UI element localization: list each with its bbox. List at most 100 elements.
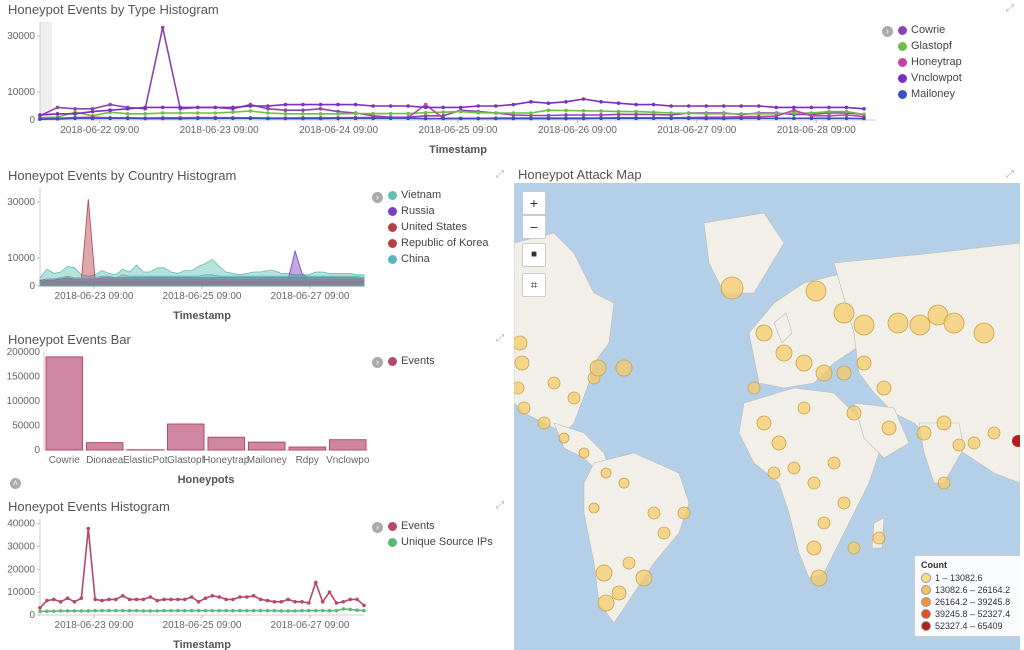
legend-toggle-icon[interactable]: › bbox=[882, 26, 893, 37]
x-tick-label: Cowrie bbox=[49, 455, 81, 466]
data-point bbox=[178, 116, 183, 121]
data-point bbox=[45, 609, 49, 613]
attack-bubble bbox=[647, 506, 661, 520]
x-axis-title: Timestamp bbox=[173, 310, 231, 322]
attack-bubble bbox=[578, 447, 590, 459]
legend-item[interactable]: Republic of Korea bbox=[388, 235, 488, 251]
attack-map[interactable]: + − ■ ⌗ Count 1 – 13082.6 13082.6 – 26164… bbox=[514, 183, 1020, 650]
data-point bbox=[160, 116, 165, 121]
attack-bubble bbox=[810, 569, 828, 587]
legend-label: Events bbox=[401, 520, 435, 532]
legend-toggle-icon[interactable]: › bbox=[372, 357, 383, 368]
collapse-chevron-icon[interactable]: ˄ bbox=[10, 478, 21, 489]
legend-item[interactable]: Cowrie bbox=[898, 22, 962, 38]
legend-item[interactable]: Unique Source IPs bbox=[388, 534, 493, 550]
data-point bbox=[458, 105, 463, 110]
x-tick-label: 2018-06-27 09:00 bbox=[271, 620, 350, 631]
legend-dot-icon bbox=[898, 25, 907, 35]
data-point bbox=[827, 114, 831, 118]
legend-dot-icon bbox=[388, 521, 397, 531]
legend-label: Russia bbox=[401, 205, 435, 217]
series-line-glastopf bbox=[39, 109, 865, 119]
data-point bbox=[327, 590, 332, 594]
zoom-in-button[interactable]: + bbox=[522, 191, 546, 215]
country-histogram-chart: 30000 10000 0 2018-06-23 09:00 2018-06-25 09… bbox=[7, 188, 365, 322]
map-legend-label: 1 – 13082.6 bbox=[935, 573, 983, 583]
y-tick-label: 200000 bbox=[7, 347, 41, 358]
data-point bbox=[38, 606, 42, 610]
attack-bubble bbox=[797, 401, 811, 415]
data-point bbox=[162, 608, 166, 613]
legend-label: Glastopf bbox=[911, 40, 952, 52]
data-point bbox=[757, 112, 761, 116]
data-point bbox=[265, 598, 270, 603]
data-point bbox=[245, 608, 249, 613]
legend-dot-icon bbox=[898, 89, 907, 99]
legend-item[interactable]: Mailoney bbox=[898, 86, 962, 102]
data-point bbox=[348, 607, 353, 612]
data-point bbox=[51, 597, 56, 602]
data-point bbox=[320, 600, 325, 604]
data-point bbox=[141, 597, 146, 602]
legend-item[interactable]: Glastopf bbox=[898, 38, 962, 54]
x-tick-label: Dionaea bbox=[86, 455, 124, 466]
attack-bubble bbox=[815, 364, 833, 382]
x-tick-label: Rdpy bbox=[296, 455, 319, 466]
data-point bbox=[634, 102, 638, 107]
data-point bbox=[353, 111, 358, 116]
attack-bubble bbox=[635, 569, 653, 587]
attack-bubble bbox=[807, 476, 821, 490]
legend-toggle-icon[interactable]: › bbox=[372, 522, 383, 533]
attack-bubble bbox=[937, 476, 951, 490]
expand-icon[interactable]: ⤢ bbox=[496, 500, 504, 511]
data-point bbox=[265, 608, 270, 613]
y-tick-label: 40000 bbox=[7, 519, 35, 530]
country-legend: Vietnam Russia United States Republic of Ko… bbox=[388, 187, 488, 267]
zoom-out-button[interactable]: − bbox=[522, 215, 546, 239]
data-point bbox=[300, 600, 304, 604]
data-point bbox=[546, 116, 551, 121]
legend-item[interactable]: Events bbox=[388, 353, 435, 369]
data-point bbox=[258, 608, 263, 613]
data-point bbox=[476, 110, 481, 115]
series-area-china bbox=[39, 274, 365, 287]
legend-item[interactable]: China bbox=[388, 251, 488, 267]
legend-dot-icon bbox=[388, 206, 397, 216]
data-point bbox=[529, 116, 533, 121]
legend-item[interactable]: Honeytrap bbox=[898, 54, 962, 70]
x-tick-label: 2018-06-25 09:00 bbox=[163, 620, 242, 631]
series-line-events bbox=[39, 528, 365, 609]
data-point bbox=[107, 597, 111, 602]
data-point bbox=[564, 108, 568, 113]
legend-label: Events bbox=[401, 355, 435, 367]
x-tick-label: 2018-06-28 09:00 bbox=[777, 125, 856, 136]
attack-bubble bbox=[720, 276, 744, 300]
legend-item[interactable]: Russia bbox=[388, 203, 488, 219]
legend-toggle-icon[interactable]: › bbox=[372, 192, 383, 203]
y-tick-label: 150000 bbox=[7, 372, 41, 383]
legend-item[interactable]: Vietnam bbox=[388, 187, 488, 203]
data-point bbox=[529, 100, 533, 104]
data-point bbox=[739, 112, 744, 116]
legend-item[interactable]: United States bbox=[388, 219, 488, 235]
expand-icon[interactable]: ⤢ bbox=[496, 333, 504, 344]
crop-icon-button[interactable]: ⌗ bbox=[522, 273, 546, 297]
data-point bbox=[38, 113, 42, 117]
data-point bbox=[127, 597, 132, 602]
data-point bbox=[266, 104, 270, 108]
data-point bbox=[286, 597, 290, 602]
attack-bubble bbox=[795, 354, 813, 372]
expand-icon[interactable]: ⤢ bbox=[496, 169, 504, 180]
series-area-united-states bbox=[39, 199, 365, 287]
data-point bbox=[160, 111, 165, 115]
data-point bbox=[353, 102, 358, 107]
expand-icon[interactable]: ⤢ bbox=[1006, 169, 1014, 180]
attack-bubble bbox=[952, 438, 966, 452]
expand-icon[interactable]: ⤢ bbox=[1006, 3, 1014, 14]
type-histogram-chart: 30000 10000 0 2018-06-22 09:00 2018-06-23 09… bbox=[7, 22, 876, 156]
legend-item[interactable]: Vnclowpot bbox=[898, 70, 962, 86]
data-point bbox=[634, 109, 638, 114]
legend-item[interactable]: Events bbox=[388, 518, 493, 534]
draw-rectangle-button[interactable]: ■ bbox=[522, 243, 546, 267]
data-point bbox=[774, 105, 779, 110]
